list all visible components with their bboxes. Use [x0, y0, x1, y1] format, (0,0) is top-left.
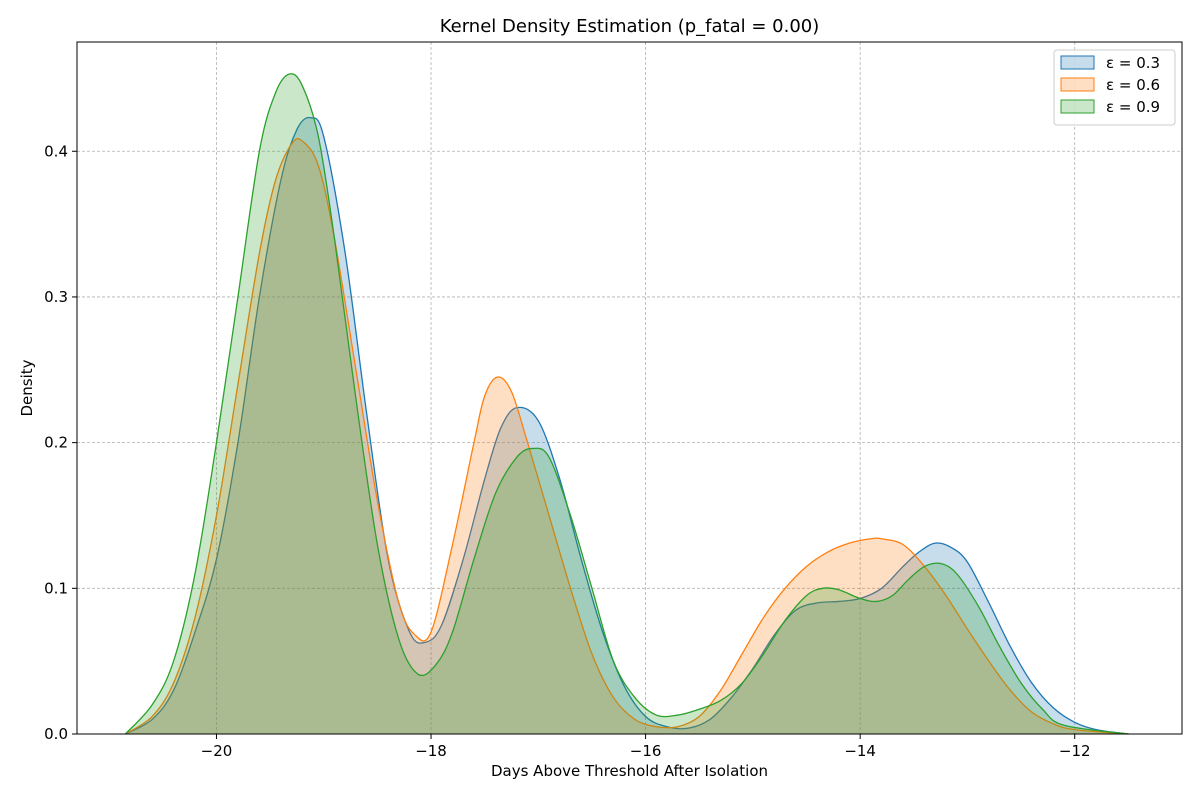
- y-tick-label: 0.3: [44, 288, 68, 306]
- x-tick-label: −12: [1059, 742, 1091, 760]
- legend: ε = 0.3 ε = 0.6 ε = 0.9: [1053, 49, 1176, 126]
- y-tick-label: 0.2: [44, 434, 68, 452]
- y-tick-label: 0.4: [44, 142, 68, 160]
- x-tick-label: −16: [630, 742, 662, 760]
- y-tick-label: 0.0: [44, 725, 68, 743]
- legend-swatch-1: [1060, 55, 1095, 70]
- legend-label-1: ε = 0.3: [1106, 54, 1160, 72]
- legend-label-2: ε = 0.6: [1106, 76, 1160, 94]
- x-tick-label: −20: [201, 742, 233, 760]
- series-area-2: [125, 138, 1129, 734]
- series-line-3: [124, 73, 1129, 735]
- legend-label-3: ε = 0.9: [1106, 98, 1160, 116]
- x-axis: −20 −18 −16 −14 −12: [201, 734, 1091, 760]
- legend-swatch-3: [1060, 99, 1095, 114]
- chart-title: Kernel Density Estimation (p_fatal = 0.0…: [440, 16, 820, 37]
- y-tick-label: 0.1: [44, 579, 68, 597]
- plot-frame: [76, 41, 1183, 735]
- y-axis: 0.0 0.1 0.2 0.3 0.4: [44, 142, 77, 743]
- series-area-3: [125, 73, 1129, 735]
- density-series: [124, 73, 1129, 735]
- x-axis-label: Days Above Threshold After Isolation: [491, 762, 768, 780]
- series-area-1: [125, 117, 1129, 734]
- x-tick-label: −18: [415, 742, 447, 760]
- y-axis-label: Density: [18, 359, 36, 416]
- series-line-2: [124, 138, 1129, 735]
- legend-swatch-2: [1060, 77, 1095, 92]
- x-tick-label: −14: [844, 742, 876, 760]
